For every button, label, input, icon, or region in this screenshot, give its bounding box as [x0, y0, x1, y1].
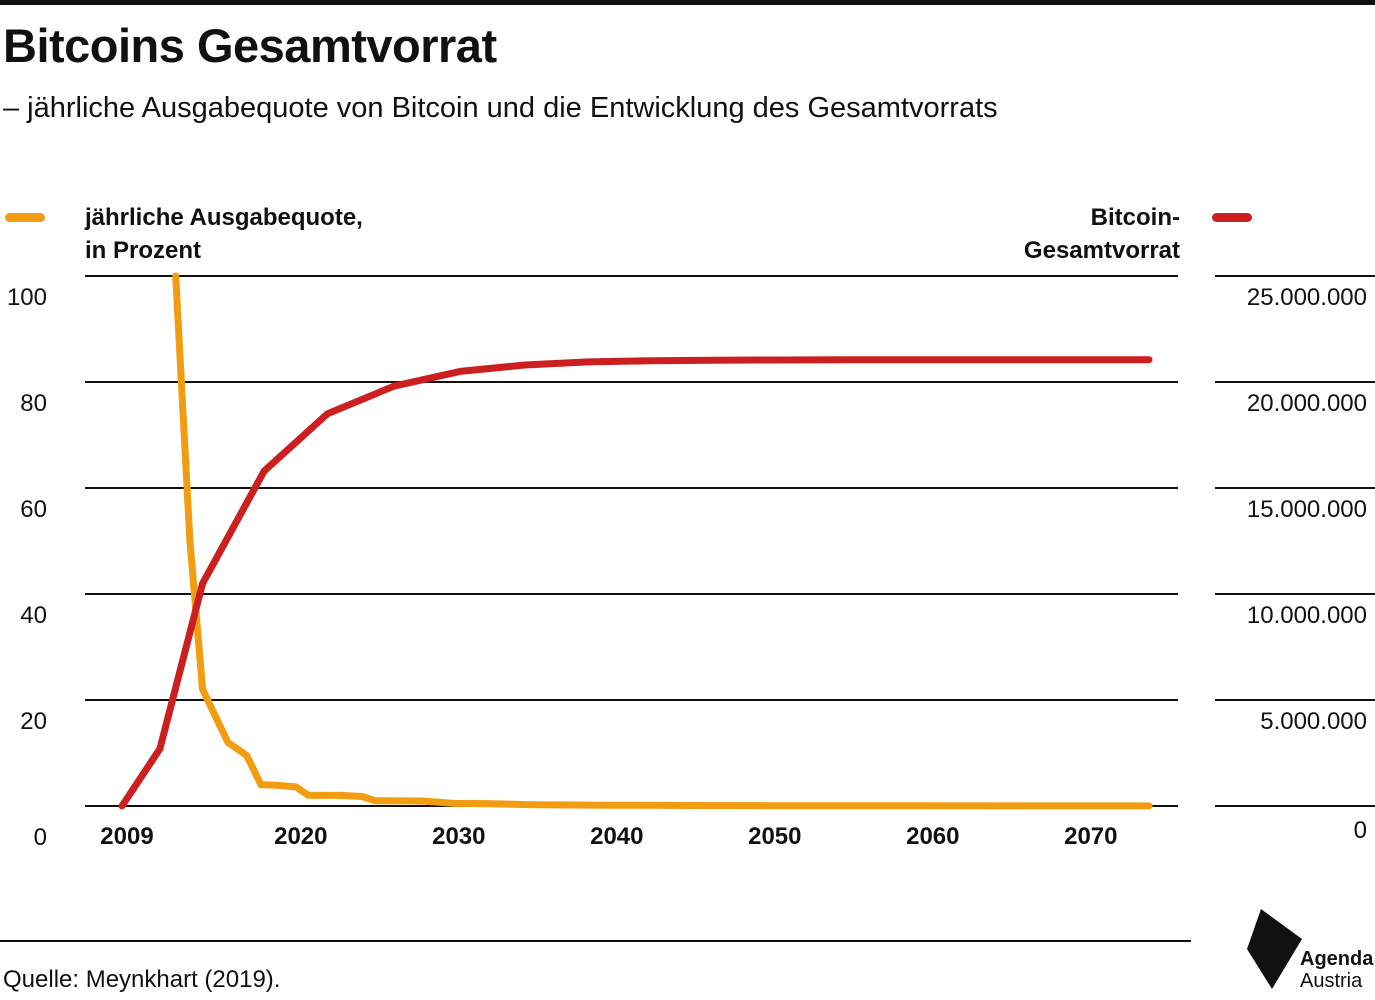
logo-text-line1: Agenda [1300, 948, 1374, 970]
y-right-tick-label: 0 [1354, 817, 1367, 844]
y-left-tick-label: 20 [20, 708, 47, 735]
issuance-line [172, 272, 1153, 810]
agenda-austria-logo-icon [1247, 909, 1302, 989]
y-left-tick-label: 0 [34, 824, 47, 851]
x-tick-label: 2040 [590, 823, 643, 850]
legend-label-supply: Bitcoin- Gesamtvorrat [880, 201, 1180, 267]
x-tick-label: 2009 [100, 823, 153, 850]
x-tick-label: 2030 [432, 823, 485, 850]
series-layer [118, 272, 1153, 810]
y-right-tick-label: 20.000.000 [1247, 390, 1367, 417]
y-right-tick-label: 5.000.000 [1260, 708, 1367, 735]
y-left-tick-label: 60 [20, 496, 47, 523]
x-tick-label: 2020 [274, 823, 327, 850]
logo-text-line2: Austria [1300, 970, 1363, 992]
y-left-tick-label: 80 [20, 390, 47, 417]
tick-layer: 02040608010005.000.00010.000.00015.000.0… [7, 284, 1367, 851]
y-left-tick-label: 40 [20, 602, 47, 629]
x-tick-label: 2070 [1064, 823, 1117, 850]
legend-swatch-supply [1212, 213, 1252, 222]
legend-swatch-issuance [5, 213, 45, 222]
supply-line [118, 356, 1153, 810]
x-tick-label: 2050 [748, 823, 801, 850]
x-tick-label: 2060 [906, 823, 959, 850]
chart-subtitle: – jährliche Ausgabequote von Bitcoin und… [3, 92, 998, 124]
bottom-rule [0, 940, 1191, 942]
legend-label-supply-line1: Bitcoin- [1090, 204, 1180, 231]
y-left-tick-label: 100 [7, 284, 47, 311]
logo-text: Agenda Austria [1300, 948, 1373, 992]
grid-layer [85, 275, 1375, 807]
y-right-tick-label: 10.000.000 [1247, 602, 1367, 629]
y-right-tick-label: 15.000.000 [1247, 496, 1367, 523]
source-note: Quelle: Meynkhart (2019). [3, 966, 281, 993]
legend-label-issuance-line1: jährliche Ausgabequote, [85, 204, 363, 231]
legend-label-supply-line2: Gesamtvorrat [1023, 237, 1180, 264]
chart-title: Bitcoins Gesamtvorrat [3, 19, 497, 72]
top-rule [0, 0, 1375, 5]
legend-label-issuance: jährliche Ausgabequote, in Prozent [85, 201, 445, 267]
legend-label-issuance-line2: in Prozent [85, 237, 202, 264]
y-right-tick-label: 25.000.000 [1247, 284, 1367, 311]
